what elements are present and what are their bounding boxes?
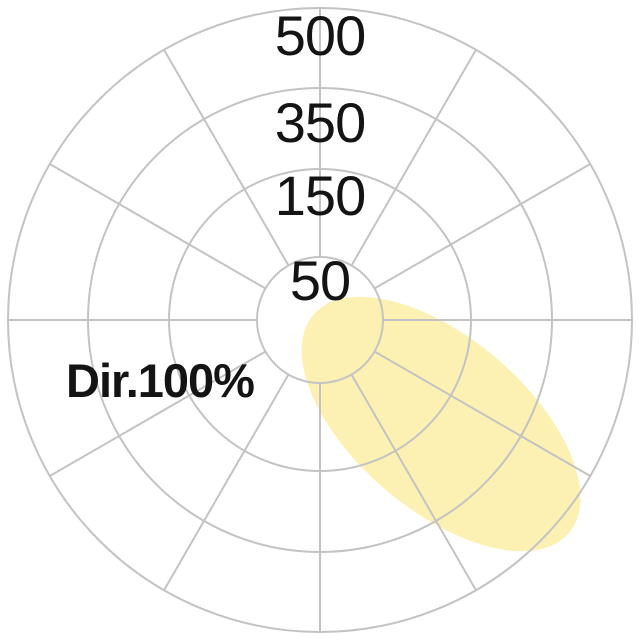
polar-grid-spoke <box>350 374 477 591</box>
beam-lobe <box>301 296 581 552</box>
polar-grid-spoke <box>163 374 290 591</box>
polar-grid-spoke <box>49 163 266 290</box>
polar-grid-spoke <box>374 350 591 477</box>
ring-label: 150 <box>275 164 365 227</box>
polar-grid-spoke <box>374 163 591 290</box>
ring-label: 500 <box>275 4 365 67</box>
direct-percentage-label: Dir.100% <box>66 354 254 407</box>
polar-grid-spoke <box>49 350 266 477</box>
ring-label: 50 <box>290 249 350 312</box>
polar-grid-spoke <box>350 49 477 266</box>
polar-grid-spoke <box>163 49 290 266</box>
ring-label: 350 <box>275 91 365 154</box>
